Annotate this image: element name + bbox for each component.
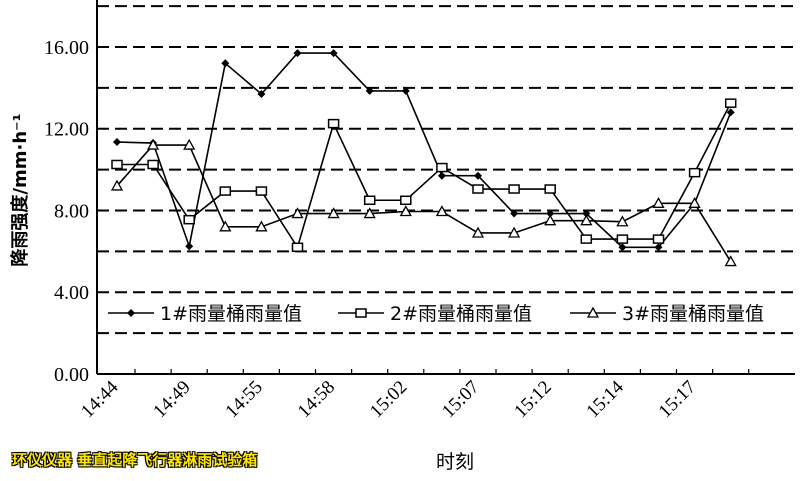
data-point	[688, 167, 701, 178]
data-point	[110, 179, 124, 191]
data-point	[113, 138, 121, 147]
data-point	[724, 98, 737, 108]
x-tick-label: 14:58	[294, 377, 339, 422]
data-point	[436, 162, 448, 173]
data-point	[363, 195, 376, 206]
legend-marker	[586, 306, 600, 318]
data-point	[400, 195, 412, 206]
watermark: 环仪仪器 垂直起降飞行器淋雨试验箱	[12, 451, 258, 469]
data-point	[508, 184, 520, 194]
series-line	[117, 102, 732, 250]
data-point	[546, 209, 555, 218]
x-tick-label: 15:17	[655, 377, 700, 422]
x-tick-label: 15:12	[510, 377, 555, 422]
x-tick-label: 15:14	[582, 376, 628, 422]
data-point	[291, 242, 304, 253]
data-point	[616, 234, 629, 244]
data-point	[185, 242, 194, 251]
data-point	[544, 184, 556, 194]
data-point	[652, 234, 665, 244]
series-line	[116, 144, 732, 263]
y-tick-label: 16.00	[44, 37, 89, 59]
data-point	[365, 86, 374, 95]
legend-item: 2#雨量桶雨量值	[338, 303, 532, 325]
data-point	[688, 196, 701, 208]
data-point	[219, 220, 232, 232]
y-tick-label: 8.00	[54, 200, 89, 222]
data-point	[183, 214, 195, 225]
data-point	[507, 226, 521, 238]
y-tick-label: 0.00	[54, 364, 89, 386]
data-point	[724, 255, 737, 267]
data-point	[471, 226, 485, 238]
data-point	[255, 186, 268, 196]
legend-background	[104, 297, 795, 328]
legend-marker	[127, 309, 135, 317]
data-point	[616, 215, 629, 227]
data-point	[255, 220, 268, 232]
x-tick-label: 15:02	[366, 377, 411, 422]
data-point	[291, 207, 304, 219]
legend-label: 1#雨量桶雨量值	[160, 303, 302, 325]
legend-label: 2#雨量桶雨量值	[390, 303, 532, 325]
data-point	[654, 243, 663, 252]
series-1	[113, 49, 735, 252]
legend-marker	[355, 308, 367, 318]
data-point	[726, 108, 735, 117]
data-point	[221, 59, 230, 68]
y-tick-label: 4.00	[54, 282, 89, 304]
data-point	[399, 205, 412, 217]
y-tick-label: 12.00	[44, 119, 89, 141]
y-axis-label: 降雨强度/mm·h⁻¹	[9, 113, 31, 266]
series-3	[110, 138, 737, 267]
data-point	[327, 118, 340, 129]
data-point	[435, 205, 449, 217]
data-point	[327, 207, 340, 219]
data-point	[183, 138, 196, 150]
data-point	[544, 214, 557, 226]
legend-item: 1#雨量桶雨量值	[108, 303, 302, 325]
series-line	[116, 52, 732, 250]
data-point	[474, 171, 482, 180]
x-tick-label: 14:49	[149, 377, 194, 422]
data-point	[437, 171, 446, 180]
data-point	[363, 207, 376, 219]
series-2	[111, 98, 737, 253]
data-point	[219, 186, 232, 196]
data-point	[146, 138, 160, 150]
legend-item: 3#雨量桶雨量值	[570, 303, 764, 325]
data-point	[257, 89, 266, 98]
legend-label: 3#雨量桶雨量值	[622, 303, 764, 325]
data-point	[293, 49, 302, 58]
data-point	[618, 243, 627, 252]
data-point	[580, 234, 593, 244]
data-point	[329, 49, 338, 58]
data-point	[582, 209, 591, 218]
x-tick-label: 14:55	[221, 377, 266, 422]
data-point	[111, 159, 123, 170]
x-axis-label: 时刻	[436, 451, 474, 473]
data-point	[472, 184, 484, 194]
x-tick-label: 15:07	[438, 377, 483, 422]
data-point	[652, 196, 665, 208]
data-point	[580, 214, 593, 226]
data-point	[510, 209, 519, 218]
data-point	[401, 86, 410, 95]
data-point	[147, 159, 159, 170]
